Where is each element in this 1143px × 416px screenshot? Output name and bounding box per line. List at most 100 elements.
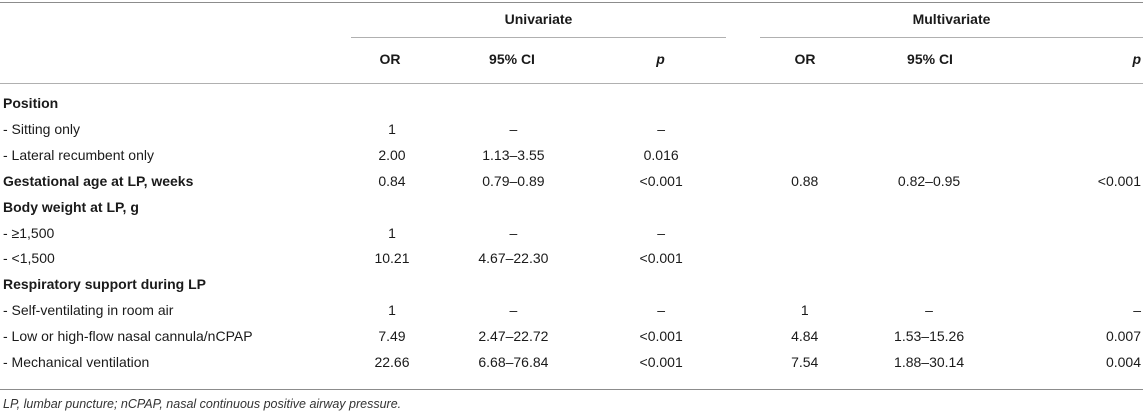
multivariate-or-cell [760, 272, 849, 298]
row-label: Gestational age at LP, weeks [3, 172, 194, 189]
multivariate-p-cell: – [1133, 302, 1141, 319]
multivariate-or-cell: 7.54 [791, 354, 819, 371]
univariate-ci-cell [431, 272, 596, 298]
univariate-ci-cell: 0.79–0.89 [482, 172, 545, 189]
multivariate-ci-cell [849, 272, 1008, 298]
univariate-ci-cell [431, 195, 596, 221]
multivariate-p-cell [1009, 246, 1143, 272]
column-gap [726, 143, 760, 169]
univariate-ci-cell: – [509, 224, 518, 241]
table-row: Gestational age at LP, weeks 0.84 0.79–0.8… [0, 169, 1143, 195]
table-row: - Self-ventilating in room air 1 – – 1 – – [0, 298, 1143, 324]
multivariate-ci-cell [849, 91, 1008, 117]
row-label: Position [3, 95, 59, 111]
univariate-p-cell: <0.001 [639, 328, 683, 345]
univariate-p-cell [596, 91, 726, 117]
univariate-p-cell: 0.016 [643, 146, 679, 163]
column-gap [726, 169, 760, 195]
multivariate-or-cell [760, 246, 849, 272]
column-gap [726, 272, 760, 298]
multivariate-or-cell [760, 117, 849, 143]
multivariate-rule [760, 37, 1143, 38]
multivariate-p-cell [1009, 221, 1143, 247]
column-gap [726, 221, 760, 247]
univariate-rule [351, 37, 726, 38]
multivariate-or-cell [760, 195, 849, 221]
multivariate-ci-cell: 1.88–30.14 [894, 354, 965, 371]
table-row: Position [0, 91, 1143, 117]
table-row: - Mechanical ventilation 22.66 6.68–76.84 <… [0, 350, 1143, 376]
multivariate-p-cell [1009, 117, 1143, 143]
univariate-or-cell: 1 [388, 302, 396, 319]
row-label: - Mechanical ventilation [3, 354, 150, 371]
multivariate-ci-cell [849, 117, 1008, 143]
univariate-or-cell [353, 91, 431, 117]
table-row: Body weight at LP, g [0, 195, 1143, 221]
table-row: - Low or high-flow nasal cannula/nCPAP 7.… [0, 324, 1143, 350]
multivariate-or-cell: 0.88 [791, 172, 819, 189]
univariate-p-cell: – [657, 120, 666, 137]
multivariate-ci-cell [849, 195, 1008, 221]
multivariate-ci-cell: 1.53–15.26 [894, 328, 965, 345]
univariate-ci-cell: 4.67–22.30 [478, 250, 549, 267]
univariate-ci-cell: – [509, 120, 518, 137]
table-bottom-rule [0, 389, 1143, 390]
row-label: Respiratory support during LP [3, 276, 207, 293]
univariate-or-cell: 7.49 [378, 328, 406, 345]
univariate-or-cell: 2.00 [378, 146, 406, 163]
multivariate-ci-header: 95% CI [907, 51, 953, 67]
univariate-ci-cell: 2.47–22.72 [478, 328, 549, 345]
multivariate-ci-cell [849, 143, 1008, 169]
univariate-or-cell: 0.84 [378, 172, 406, 189]
multivariate-ci-cell: – [925, 302, 933, 319]
univariate-or-header: OR [379, 51, 401, 67]
univariate-p-cell: – [657, 224, 666, 241]
multivariate-p-cell [1009, 272, 1143, 298]
univariate-or-cell [353, 195, 431, 221]
univariate-p-header: p [656, 51, 665, 67]
table-row: - Sitting only 1 – – [0, 117, 1143, 143]
multivariate-or-header: OR [794, 51, 816, 67]
univariate-ci-header: 95% CI [489, 51, 535, 67]
multivariate-p-cell: <0.001 [1097, 172, 1141, 189]
row-label: - Lateral recumbent only [3, 146, 154, 163]
univariate-or-cell: 1 [388, 120, 396, 137]
univariate-p-cell: <0.001 [639, 172, 683, 189]
table-top-rule [0, 2, 1143, 3]
column-gap [726, 117, 760, 143]
column-gap [726, 91, 760, 117]
univariate-ci-cell: 1.13–3.55 [482, 146, 545, 163]
univariate-p-cell: – [657, 302, 666, 319]
univariate-p-cell: <0.001 [639, 250, 683, 267]
multivariate-p-cell: 0.004 [1105, 354, 1141, 371]
univariate-p-cell [596, 272, 726, 298]
multivariate-or-cell: 4.84 [791, 328, 819, 345]
table-row: Respiratory support during LP [0, 272, 1143, 298]
table-row: - Lateral recumbent only 2.00 1.13–3.55 0.0… [0, 143, 1143, 169]
univariate-or-cell: 1 [388, 224, 396, 241]
column-gap [726, 298, 760, 324]
multivariate-ci-cell [849, 221, 1008, 247]
univariate-header: Univariate [504, 11, 573, 27]
row-label: - Sitting only [3, 120, 81, 137]
table-body: Position - Sitting only 1 – – - Lateral recum… [0, 91, 1143, 376]
multivariate-or-cell [760, 221, 849, 247]
header-rule [0, 83, 1143, 84]
multivariate-or-cell [760, 143, 849, 169]
row-label: - <1,500 [3, 250, 55, 267]
multivariate-p-cell [1009, 143, 1143, 169]
univariate-p-cell: <0.001 [639, 354, 683, 371]
univariate-or-cell [353, 272, 431, 298]
multivariate-or-cell: 1 [800, 302, 809, 319]
univariate-or-cell: 10.21 [374, 250, 410, 267]
row-label: - Self-ventilating in room air [3, 302, 174, 319]
univariate-ci-cell: 6.68–76.84 [478, 354, 549, 371]
multivariate-or-cell [760, 91, 849, 117]
table-footnote: LP, lumbar puncture; nCPAP, nasal contin… [3, 397, 402, 411]
univariate-ci-cell: – [509, 302, 518, 319]
row-label: - Low or high-flow nasal cannula/nCPAP [3, 328, 253, 345]
multivariate-p-cell [1009, 195, 1143, 221]
multivariate-header: Multivariate [912, 11, 991, 27]
column-gap [726, 195, 760, 221]
